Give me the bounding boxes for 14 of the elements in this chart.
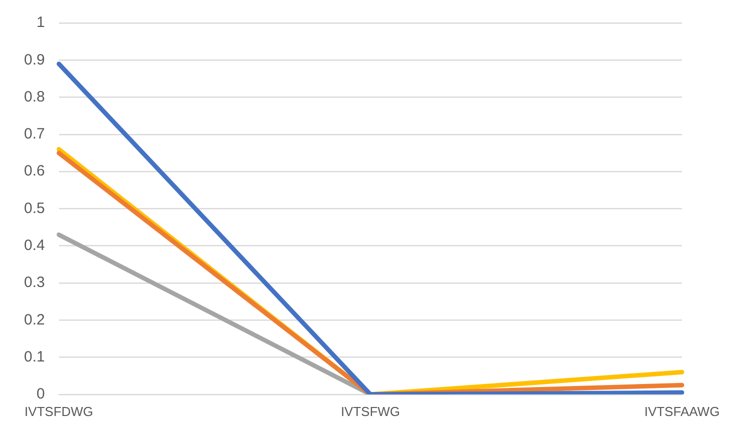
y-tick-label: 0.8 [24,88,45,106]
x-tick-label: IVTSFWG [340,404,400,419]
y-tick-label: 0.5 [24,200,45,217]
x-tick-label: IVTSFDWG [24,404,94,419]
y-tick-label: 0.2 [24,311,45,328]
y-tick-label: 0.3 [24,274,45,292]
y-tick-label: 0.6 [24,162,45,180]
y-tick-label: 0.7 [24,126,45,143]
y-tick-label: 0.9 [24,51,45,68]
y-tick-label: 0.4 [24,236,45,254]
y-tick-label: 1 [36,14,45,32]
y-tick-label: 0.1 [24,348,45,366]
y-tick-label: 0 [36,386,45,403]
x-tick-label: IVTSFAAWG [644,404,720,419]
